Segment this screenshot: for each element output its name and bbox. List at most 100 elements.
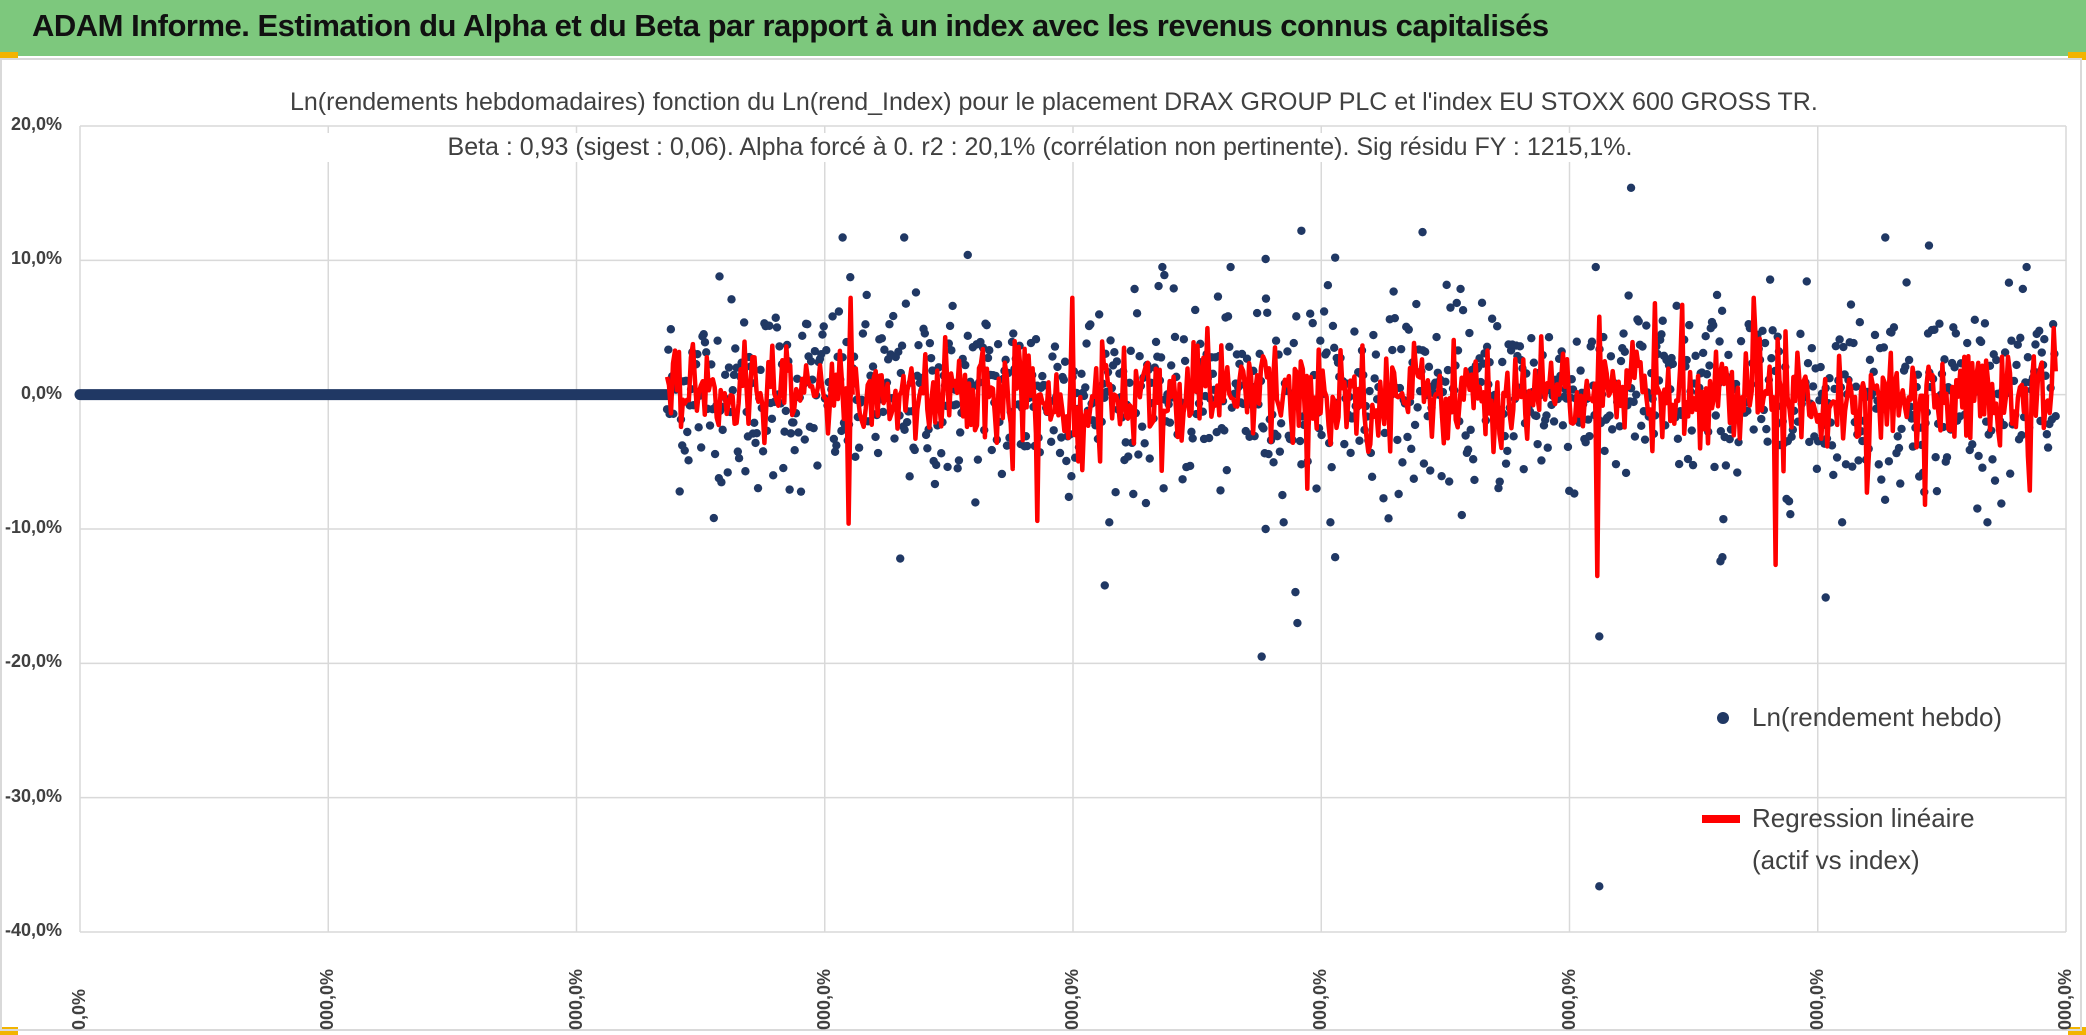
data-point: [1620, 347, 1630, 356]
data-point: [741, 467, 750, 476]
data-point: [1733, 468, 1742, 477]
x-tick-label: 000,0%: [2055, 968, 2075, 1030]
y-tick-label: -20,0%: [4, 651, 62, 672]
data-point: [768, 471, 778, 480]
data-point: [1970, 315, 1980, 325]
data-point: [1086, 320, 1095, 329]
legend-markers: [1702, 712, 1740, 823]
data-point: [2035, 326, 2044, 336]
data-point: [2048, 320, 2058, 329]
data-point: [1279, 518, 1288, 527]
legend-label-regression-line1: Regression linéaire: [1752, 803, 1975, 833]
data-point: [1760, 338, 1770, 348]
data-point: [1323, 281, 1333, 290]
data-point: [781, 406, 791, 416]
data-point: [1466, 425, 1475, 435]
legend-label-points: Ln(rendement hebdo): [1752, 702, 2003, 732]
data-point: [1384, 514, 1393, 523]
data-point: [1009, 329, 1018, 338]
legend-label-regression-line2: (actif vs index): [1752, 845, 1920, 875]
data-point: [1893, 432, 1902, 441]
data-point: [1605, 411, 1614, 420]
data-point: [2017, 431, 2026, 440]
data-point: [1269, 458, 1278, 467]
data-point: [1154, 281, 1163, 291]
data-point: [948, 301, 957, 311]
data-point: [1765, 275, 1775, 284]
data-point: [854, 443, 864, 452]
data-point: [2031, 340, 2040, 349]
data-point: [1902, 278, 1911, 287]
data-point: [1884, 457, 1894, 466]
data-point: [1261, 524, 1270, 534]
data-point: [1503, 446, 1512, 456]
data-point: [1642, 321, 1651, 330]
data-point: [1544, 333, 1554, 342]
data-point: [1498, 357, 1507, 367]
data-point: [1160, 270, 1169, 280]
data-point: [1657, 330, 1666, 339]
data-point: [873, 448, 883, 458]
data-point: [1658, 316, 1667, 325]
data-point: [910, 445, 919, 455]
data-point: [1585, 431, 1594, 441]
data-point: [1829, 470, 1838, 480]
data-point: [1767, 354, 1776, 363]
data-point: [1330, 553, 1340, 562]
data-point: [2051, 412, 2060, 421]
data-point: [1312, 484, 1321, 493]
data-point: [1111, 488, 1120, 497]
data-point: [943, 462, 952, 472]
data-point: [806, 357, 816, 366]
y-tick-label: 20,0%: [10, 114, 62, 134]
data-point: [675, 487, 684, 496]
data-point: [818, 330, 827, 339]
data-point: [1894, 443, 1904, 453]
data-point: [1626, 183, 1636, 192]
data-point: [709, 513, 719, 523]
data-point: [758, 447, 768, 456]
data-point: [1762, 424, 1771, 434]
data-point: [1563, 442, 1573, 452]
data-point: [1904, 355, 1914, 365]
data-point: [1252, 308, 1262, 318]
data-point: [1105, 518, 1114, 527]
corner-marker: [2068, 52, 2086, 60]
data-point: [1931, 452, 1940, 462]
data-point: [1855, 317, 1865, 327]
data-point: [1558, 421, 1568, 430]
data-point: [1389, 287, 1398, 296]
data-point: [1125, 378, 1134, 388]
data-point: [985, 346, 994, 355]
data-point: [894, 347, 903, 357]
data-point: [1494, 483, 1503, 493]
data-point: [1275, 447, 1285, 456]
data-point: [1457, 510, 1467, 520]
data-point: [1709, 321, 1718, 330]
data-point: [901, 299, 911, 308]
data-point: [1271, 336, 1281, 345]
data-point: [1973, 504, 1982, 513]
data-point: [1458, 306, 1468, 315]
data-point: [1963, 338, 1972, 348]
data-point: [1821, 593, 1830, 602]
data-point: [1470, 475, 1479, 485]
data-point: [1048, 352, 1057, 361]
data-point: [1188, 434, 1197, 443]
y-tick-label: -40,0%: [4, 920, 62, 940]
data-point: [1067, 472, 1076, 481]
data-point: [2022, 262, 2031, 272]
data-point: [1685, 320, 1694, 330]
data-point: [2016, 333, 2025, 343]
data-point: [982, 320, 991, 330]
data-point: [1038, 371, 1047, 381]
corner-marker: [2068, 1027, 2086, 1035]
data-point: [1581, 438, 1590, 447]
data-point: [1710, 462, 1719, 472]
data-point: [1437, 471, 1446, 481]
data-point: [838, 233, 847, 242]
x-tick-label: 000,0%: [1806, 968, 1827, 1030]
data-point: [1572, 337, 1581, 346]
data-point: [710, 449, 720, 459]
data-point: [1225, 342, 1234, 352]
